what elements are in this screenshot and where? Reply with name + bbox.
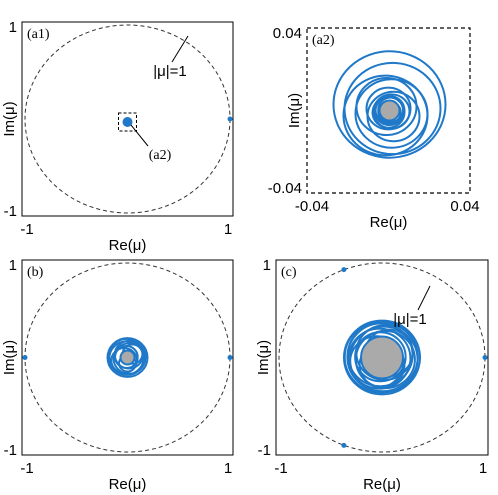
annotation: |μ|=1 <box>393 311 427 328</box>
plot-frame <box>306 27 471 194</box>
y-axis-label: Im(μ) <box>255 340 272 375</box>
panel-label: (a1) <box>27 27 50 42</box>
x-tick-label: -1 <box>274 460 287 477</box>
y-tick-label: 1 <box>263 257 271 274</box>
plot-frame <box>21 259 234 456</box>
x-tick-label: -1 <box>20 221 33 238</box>
annotation: (a2) <box>149 148 172 163</box>
y-tick-label: -1 <box>4 442 17 459</box>
panel-label: (a2) <box>312 33 335 48</box>
plot-frame <box>275 259 489 456</box>
panel: -1 1 -1 1 Re(μ) Im(μ) (a1) |μ|=1 (a2) <box>1 19 234 254</box>
eigenvalue-point <box>482 355 488 360</box>
eigenvalue-point <box>227 116 233 122</box>
y-axis-label: Im(μ) <box>286 93 303 128</box>
x-axis-label: Re(μ) <box>109 237 147 254</box>
y-tick-label: -1 <box>4 203 17 220</box>
x-axis-label: Re(μ) <box>363 476 401 493</box>
eigen-ring <box>373 94 406 127</box>
eigen-ring <box>343 319 421 396</box>
x-tick-label: 1 <box>224 221 232 238</box>
annotation-line <box>130 124 149 147</box>
eigen-ring <box>332 50 447 159</box>
panel: -1 1 -1 1 Re(μ) Im(μ) (b) <box>1 257 234 493</box>
y-tick-label: 0.04 <box>273 25 302 42</box>
y-tick-label: 1 <box>9 19 17 36</box>
zoom-box <box>118 112 137 132</box>
panel: -0.04 0.04 -0.04 0.04 Re(μ) Im(μ) (a2) <box>268 25 480 231</box>
plot-frame <box>21 21 234 217</box>
y-tick-label: -1 <box>258 442 271 459</box>
annotation-line <box>417 285 431 311</box>
y-tick-label: 1 <box>9 257 17 274</box>
eigen-ring <box>106 337 149 378</box>
eigenvalue-point <box>341 267 347 273</box>
x-axis-label: Re(μ) <box>109 476 147 493</box>
annotation-line <box>171 35 189 63</box>
panel-label: (b) <box>27 265 44 280</box>
eigen-cluster-core <box>360 335 404 380</box>
panel-label: (c) <box>281 265 297 280</box>
x-axis-label: Re(μ) <box>370 214 408 231</box>
x-tick-label: 1 <box>224 460 232 477</box>
eigen-ring <box>374 96 405 125</box>
y-axis-label: Im(μ) <box>1 101 18 136</box>
eigenvalue-point <box>22 355 28 360</box>
panel: -1 1 -1 1 Re(μ) Im(μ) (c) |μ|=1 <box>255 257 489 493</box>
y-tick-label: -0.04 <box>268 180 302 197</box>
eigen-cluster-core <box>378 99 401 122</box>
eigen-cluster <box>122 117 133 127</box>
x-tick-label: 0.04 <box>450 198 479 215</box>
eigen-cluster-core <box>119 349 136 366</box>
y-axis-label: Im(μ) <box>1 340 18 375</box>
eigenvalue-point <box>341 442 347 448</box>
eigen-ring <box>365 86 412 131</box>
x-tick-label: -0.04 <box>295 198 329 215</box>
x-tick-label: -1 <box>20 460 33 477</box>
x-tick-label: 1 <box>479 460 487 477</box>
eigenvalue-point <box>227 355 233 360</box>
annotation: |μ|=1 <box>153 63 187 80</box>
